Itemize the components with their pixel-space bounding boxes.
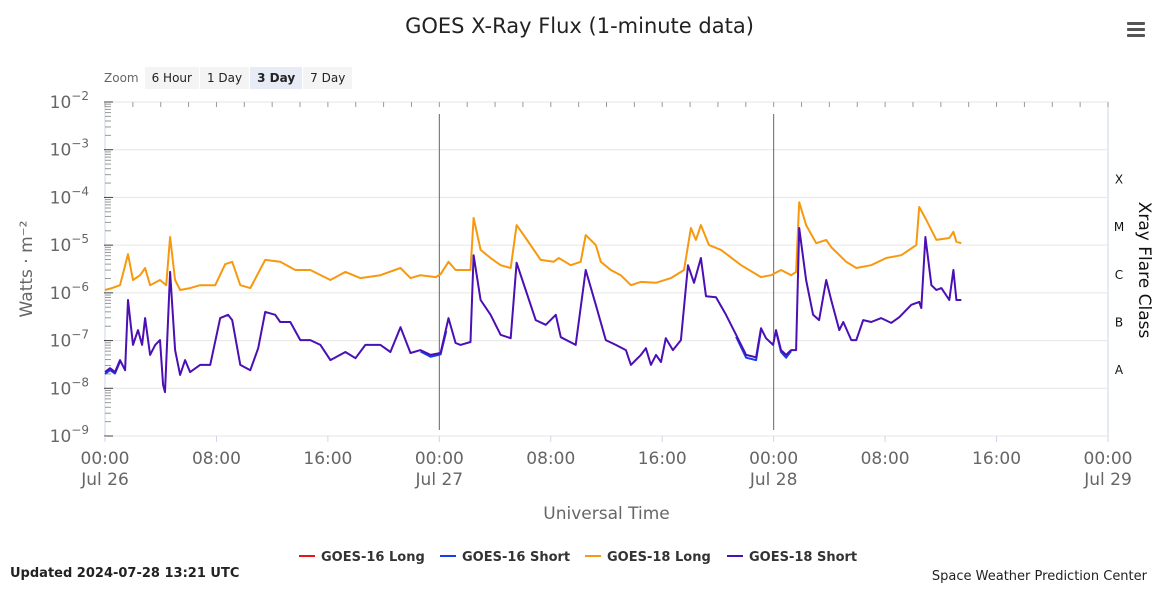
x-tick-time: 16:00 [972,449,1021,469]
legend-item[interactable]: GOES-16 Long [299,550,425,565]
plot-border [104,101,1109,437]
y-tick-label: 10−2 [50,89,89,113]
zoom-7-day-button[interactable]: 7 Day [303,67,353,89]
credit-text: Space Weather Prediction Center [931,569,1147,584]
zoom-3-day-button[interactable]: 3 Day [250,67,303,89]
y-tick-label: 10−3 [50,137,89,161]
x-axis-title: Universal Time [543,504,669,524]
y-tick-exponent: −8 [71,375,89,389]
y-tick-label: 10−7 [50,328,89,352]
y-tick-exponent: −2 [71,89,89,103]
x-tick-date: Jul 26 [80,470,129,490]
y-tick-exponent: −9 [71,423,89,437]
y-tick-label: 10−4 [50,184,89,208]
x-tick-time: 16:00 [638,449,687,469]
flare-class-label: B [1115,315,1123,329]
legend-label: GOES-16 Short [462,550,570,565]
x-tick-time: 00:00 [749,449,798,469]
y-tick-exponent: −6 [71,280,89,294]
series-line-goes-18-short [104,227,962,394]
y-axis-title: Watts · m⁻² [17,221,37,318]
y-tick-label: 10−8 [50,375,89,399]
x-tick-time: 00:00 [1084,449,1133,469]
x-tick-date: Jul 28 [749,470,798,490]
flare-class-label: M [1114,220,1124,234]
y-tick-exponent: −7 [71,328,89,342]
x-tick-time: 00:00 [415,449,464,469]
zoom-selector: Zoom 6 Hour 1 Day 3 Day 7 Day [104,67,353,89]
zoom-1-day-button[interactable]: 1 Day [199,67,250,89]
y-tick-exponent: −3 [71,137,89,151]
updated-timestamp: Updated 2024-07-28 13:21 UTC [10,566,240,581]
series-line-goes-18-long [104,201,962,291]
y-tick-exponent: −4 [71,184,89,198]
flare-class-label: X [1115,172,1123,186]
zoom-6-hour-button[interactable]: 6 Hour [144,67,199,89]
hamburger-icon[interactable] [1127,22,1145,38]
x-tick-time: 08:00 [526,449,575,469]
y-tick-label: 10−5 [50,232,89,256]
legend-label: GOES-18 Long [607,550,711,565]
chart-title: GOES X-Ray Flux (1-minute data) [405,14,754,38]
x-tick-time: 16:00 [303,449,352,469]
x-tick-time: 08:00 [192,449,241,469]
x-tick-time: 00:00 [81,449,130,469]
y2-axis-title: Xray Flare Class [1134,202,1154,339]
legend-label: GOES-16 Long [321,550,425,565]
flare-class-label: C [1115,268,1123,282]
y-tick-label: 10−6 [50,280,89,304]
x-tick-date: Jul 29 [1083,470,1132,490]
legend-label: GOES-18 Short [749,550,857,565]
flare-class-label: A [1115,363,1124,377]
legend-item[interactable]: GOES-18 Long [585,550,711,565]
x-tick-time: 08:00 [861,449,910,469]
x-tick-date: Jul 27 [415,470,464,490]
zoom-label: Zoom [104,71,139,85]
legend-item[interactable]: GOES-16 Short [440,550,570,565]
legend-item[interactable]: GOES-18 Short [727,550,857,565]
y-tick-label: 10−9 [50,423,89,447]
y-tick-exponent: −5 [71,232,89,246]
